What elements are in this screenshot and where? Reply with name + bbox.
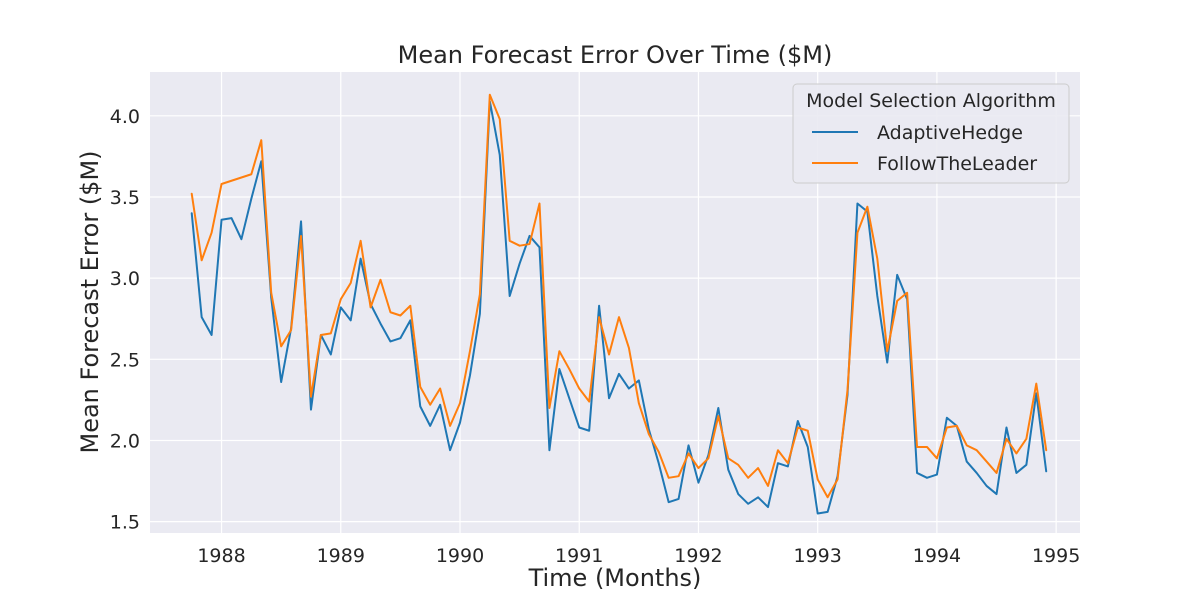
y-tick-label: 1.5 <box>110 512 140 534</box>
y-tick-label: 4.0 <box>110 106 140 128</box>
legend-label-followtheleader: FollowTheLeader <box>877 153 1037 175</box>
chart-title: Mean Forecast Error Over Time ($M) <box>398 41 833 69</box>
y-tick-label: 2.5 <box>110 349 140 371</box>
legend-label-adaptivehedge: AdaptiveHedge <box>877 122 1023 144</box>
x-tick-label: 1992 <box>674 545 722 567</box>
series-line-followtheleader <box>190 93 1048 499</box>
y-axis-label: Mean Forecast Error ($M) <box>76 150 104 453</box>
x-tick-labels: 1988 1989 1990 1991 1992 1993 1994 1995 <box>197 545 1080 567</box>
x-axis-label: Time (Months) <box>528 564 702 592</box>
x-tick-label: 1991 <box>555 545 603 567</box>
y-tick-label: 3.5 <box>110 187 140 209</box>
legend-box <box>792 83 1070 184</box>
legend: Model Selection Algorithm AdaptiveHedge … <box>792 83 1070 184</box>
x-tick-label: 1994 <box>913 545 961 567</box>
y-tick-labels: 1.5 2.0 2.5 3.0 3.5 4.0 <box>110 106 140 534</box>
x-tick-label: 1989 <box>317 545 365 567</box>
x-tick-label: 1993 <box>794 545 842 567</box>
x-tick-label: 1988 <box>197 545 245 567</box>
series-layer <box>190 93 1048 515</box>
y-tick-label: 3.0 <box>110 268 140 290</box>
series-line-adaptivehedge <box>190 100 1048 515</box>
y-tick-label: 2.0 <box>110 430 140 452</box>
legend-title: Model Selection Algorithm <box>806 90 1056 112</box>
x-tick-label: 1995 <box>1032 545 1080 567</box>
x-tick-label: 1990 <box>436 545 484 567</box>
